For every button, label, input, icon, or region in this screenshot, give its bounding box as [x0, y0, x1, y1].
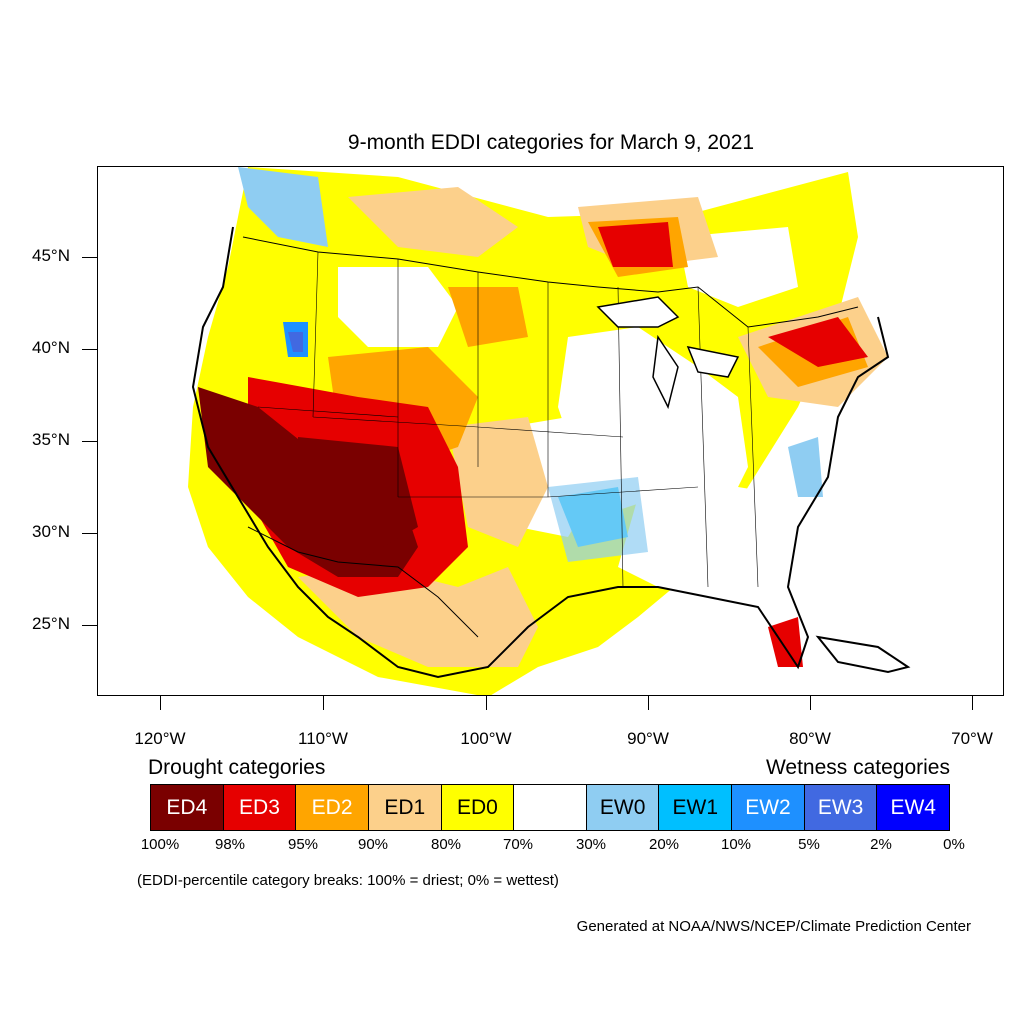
cuba [815, 635, 911, 674]
pct-break-80: 80% [430, 836, 462, 853]
eddi-map-canvas [188, 167, 911, 695]
pct-break-95: 95% [287, 836, 319, 853]
credit-line: Generated at NOAA/NWS/NCEP/Climate Predi… [576, 918, 971, 935]
lon-label-70: 70°W [951, 729, 993, 748]
pct-break-0: 0% [943, 836, 965, 853]
ed2-dakotas [448, 287, 528, 347]
us-mexico-border [247, 526, 479, 638]
lon-label-100: 100°W [460, 729, 512, 748]
legend-ew0: EW0 [586, 785, 660, 830]
state-lines [257, 251, 759, 588]
lon-label-120: 120°W [134, 729, 186, 748]
legend-normal [514, 785, 587, 830]
legend-ew4: EW4 [877, 785, 950, 830]
pct-break-20: 20% [648, 836, 680, 853]
legend-ed1: ED1 [368, 785, 442, 830]
lon-tick-120 [160, 696, 161, 710]
lat-tick-30 [82, 533, 97, 534]
legend-ed0: ED0 [441, 785, 515, 830]
map-title: 9-month EDDI categories for March 9, 202… [347, 131, 755, 154]
ed1-great-plains [448, 417, 548, 547]
legend-ew1: EW1 [659, 785, 733, 830]
wetness-categories-heading: Wetness categories [765, 756, 950, 779]
pct-break-100: 100% [140, 836, 180, 853]
lon-tick-90 [648, 696, 649, 710]
eddi-map [97, 166, 1004, 696]
pct-break-5: 5% [798, 836, 820, 853]
legend-ed2: ED2 [296, 785, 369, 830]
us-coastline [191, 226, 890, 679]
legend-ed3: ED3 [223, 785, 297, 830]
pct-break-70: 70% [502, 836, 534, 853]
ew0-carolina [788, 437, 823, 497]
lon-label-110: 110°W [298, 729, 348, 748]
lat-label-25: 25°N [32, 614, 70, 633]
lat-label-45: 45°N [32, 246, 70, 265]
pct-break-10: 10% [720, 836, 752, 853]
great-lakes [596, 296, 740, 410]
us-canada-border [242, 236, 859, 328]
lon-tick-80 [810, 696, 811, 710]
lat-tick-25 [82, 625, 97, 626]
lat-label-35: 35°N [32, 430, 70, 449]
lat-tick-45 [82, 257, 97, 258]
lon-tick-70 [972, 696, 973, 710]
legend-ed4: ED4 [151, 785, 224, 830]
ed1-canada-north [348, 187, 518, 257]
ew0-arkansas [548, 477, 648, 562]
pct-break-30: 30% [575, 836, 607, 853]
ew3-idaho [288, 332, 303, 352]
pct-break-98: 98% [214, 836, 246, 853]
normal-southeast [618, 487, 818, 597]
ed3-canada [598, 222, 673, 267]
legend-ew2: EW2 [732, 785, 805, 830]
legend-ew3: EW3 [804, 785, 878, 830]
lat-label-40: 40°N [32, 338, 70, 357]
lat-tick-40 [82, 349, 97, 350]
ed3-florida-south [768, 617, 803, 667]
normal-midwest [558, 327, 748, 517]
legend-color-bar: ED4 ED3 ED2 ED1 ED0 EW0 EW1 EW2 EW3 EW4 [150, 784, 950, 831]
pct-break-2: 2% [870, 836, 892, 853]
lon-tick-100 [486, 696, 487, 710]
lon-tick-110 [323, 696, 324, 710]
ed4-four-corners [298, 437, 418, 567]
lat-label-30: 30°N [32, 522, 70, 541]
ed3-northeast [768, 317, 868, 367]
ew0-pacific-northwest [238, 167, 328, 247]
category-breaks-note: (EDDI-percentile category breaks: 100% =… [137, 872, 559, 889]
lat-tick-35 [82, 441, 97, 442]
drought-categories-heading: Drought categories [148, 756, 326, 779]
lon-label-90: 90°W [627, 729, 669, 748]
pct-break-90: 90% [357, 836, 389, 853]
lon-label-80: 80°W [789, 729, 831, 748]
